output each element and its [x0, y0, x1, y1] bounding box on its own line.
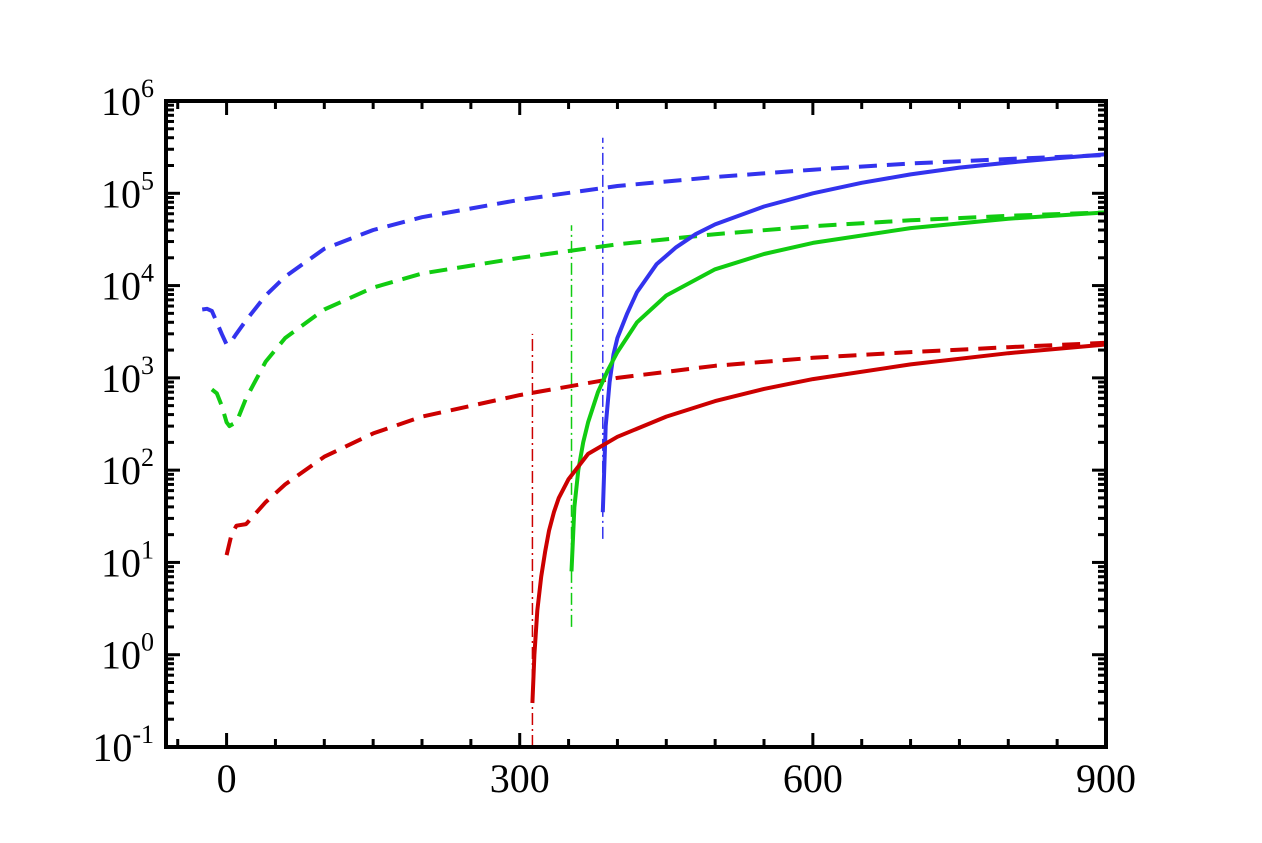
- x-tick-label: 0: [217, 756, 237, 801]
- series-line-2-dashed: [210, 210, 1106, 429]
- plot-marks: [201, 137, 1106, 747]
- y-tick-label: 102: [101, 443, 154, 493]
- y-tick-label: 10-1: [92, 720, 154, 770]
- axis-ticks: [166, 101, 1108, 749]
- x-tick-label: 900: [1076, 756, 1136, 801]
- y-tick-label: 101: [101, 535, 154, 585]
- y-tick-label: 106: [101, 74, 154, 124]
- series-line-4-solid: [600, 152, 1106, 513]
- series-line-6-solid: [530, 342, 1106, 704]
- plot-frame: [164, 99, 1108, 749]
- x-tick-label: 600: [783, 756, 843, 801]
- series-line-5-solid: [569, 210, 1106, 572]
- series-line-3-dashed: [224, 340, 1106, 556]
- y-tick-label: 105: [101, 166, 154, 216]
- y-tick-label: 103: [101, 351, 154, 401]
- y-tick-label: 104: [101, 259, 154, 309]
- tick-labels: 0 300 600 900 10-1 100 101 102 103 104 105 106: [92, 74, 1136, 801]
- series-line-1-dashed: [201, 153, 1106, 347]
- x-tick-label: 300: [490, 756, 550, 801]
- y-tick-label: 100: [101, 628, 154, 678]
